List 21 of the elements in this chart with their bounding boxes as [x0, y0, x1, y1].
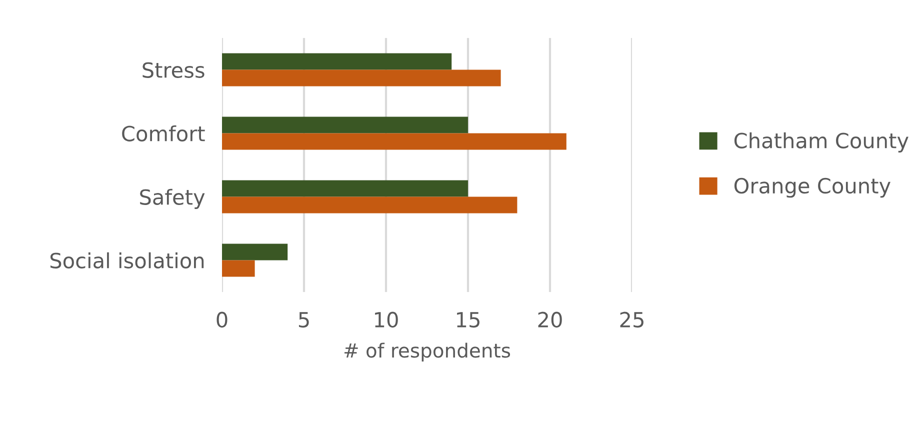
bar [222, 196, 518, 214]
legend-label: Chatham County [734, 132, 908, 152]
y-tick-label: Social isolation [50, 252, 204, 268]
x-tick-label: 5 [298, 312, 309, 328]
bar [222, 70, 501, 86]
x-tick-label: 10 [375, 312, 398, 328]
bar [222, 133, 566, 150]
bar [222, 180, 468, 197]
bar [222, 53, 452, 70]
legend-label: Orange County [734, 178, 890, 198]
x-tick-label: 25 [620, 312, 644, 328]
x-axis-title: # of respondents [344, 342, 510, 362]
x-tick-label: 15 [457, 312, 480, 328]
y-tick-label: Stress [142, 62, 204, 78]
x-tick-label: 0 [216, 312, 228, 328]
x-tick-label: 20 [538, 312, 562, 328]
bar [222, 116, 468, 134]
bar [222, 260, 255, 277]
y-tick-label: Comfort [122, 125, 205, 142]
y-tick-label: Safety [140, 188, 205, 209]
bar [222, 244, 288, 260]
